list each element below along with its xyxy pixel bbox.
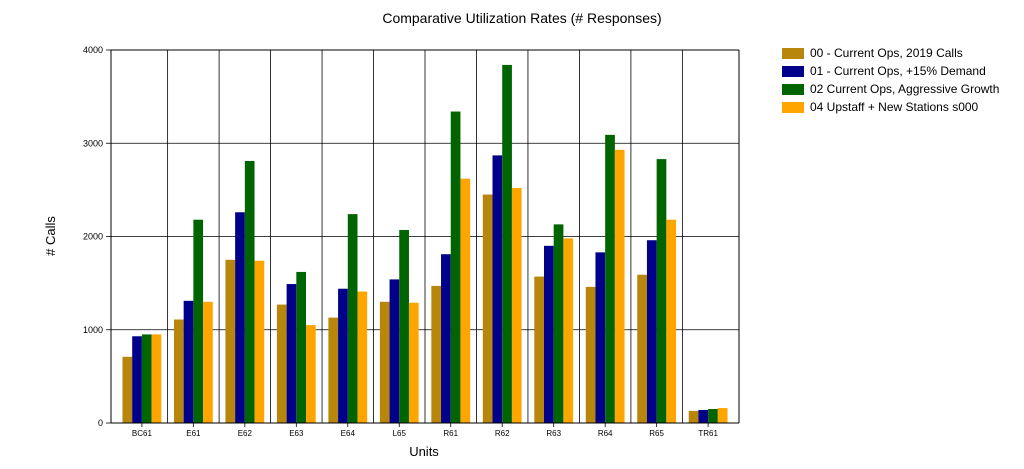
- bar: [132, 336, 142, 423]
- bar: [203, 301, 213, 423]
- legend-item: 00 - Current Ops, 2019 Calls: [782, 46, 1012, 60]
- bar: [141, 334, 152, 423]
- bar: [450, 111, 461, 424]
- bar: [482, 194, 493, 423]
- bar: [605, 134, 615, 424]
- bar: [183, 300, 194, 423]
- bar: [173, 319, 184, 423]
- legend-label: 00 - Current Ops, 2019 Calls: [810, 46, 963, 60]
- bar: [646, 240, 657, 423]
- y-tick-labels: 0 1000 2000 3000 4000: [83, 45, 103, 428]
- y-tick-label: 2000: [83, 232, 103, 242]
- bar: [553, 224, 564, 423]
- legend-swatch: [782, 84, 804, 95]
- bar: [151, 334, 162, 423]
- bar: [502, 64, 512, 424]
- x-tick-label: BC61: [132, 429, 153, 438]
- y-tick-label: 4000: [83, 45, 103, 55]
- legend-swatch: [782, 102, 804, 113]
- legend-item: 02 Current Ops, Aggressive Growth: [782, 82, 1012, 96]
- bar: [708, 409, 718, 423]
- bar: [408, 302, 419, 423]
- bar: [338, 288, 348, 423]
- bar: [666, 219, 677, 423]
- bar: [254, 260, 265, 423]
- chart-title: Comparative Utilization Rates (# Respons…: [382, 10, 661, 26]
- x-tick-label: TR61: [698, 429, 718, 438]
- bar: [717, 408, 728, 423]
- x-tick-label: R61: [443, 429, 458, 438]
- bars: [122, 64, 728, 424]
- bar: [276, 304, 287, 423]
- bar: [460, 178, 471, 423]
- bar: [595, 252, 606, 423]
- bar: [563, 238, 574, 423]
- bar: [235, 212, 245, 423]
- bar: [614, 149, 625, 423]
- x-tick-label: R63: [546, 429, 561, 438]
- legend-item: 01 - Current Ops, +15% Demand: [782, 64, 1012, 78]
- y-axis-title: # Calls: [43, 216, 58, 256]
- x-tick-label: R64: [598, 429, 613, 438]
- legend-item: 04 Upstaff + New Stations s000: [782, 100, 1012, 114]
- bar: [431, 285, 442, 423]
- bar: [357, 291, 368, 423]
- x-tick-label: E62: [238, 429, 253, 438]
- bar: [225, 259, 236, 423]
- y-tick-label: 1000: [83, 325, 103, 335]
- y-tick-label: 0: [98, 418, 103, 428]
- legend-label: 02 Current Ops, Aggressive Growth: [810, 82, 1000, 96]
- x-axis-title: Units: [409, 444, 439, 459]
- bar: [543, 245, 554, 423]
- bar: [306, 325, 316, 423]
- x-tick-label: L65: [393, 429, 407, 438]
- bar: [534, 276, 544, 423]
- bar: [296, 271, 307, 423]
- chart-legend: 00 - Current Ops, 2019 Calls 01 - Current…: [782, 46, 1012, 118]
- bar: [347, 214, 358, 423]
- bar: [244, 160, 255, 423]
- bar: [122, 356, 133, 423]
- x-tick-labels: BC61 E61 E62 E63 E64 L65 R61 R62 R63 R64 R65 TR61: [132, 429, 719, 438]
- bar: [688, 410, 699, 423]
- bar: [193, 219, 204, 423]
- legend-label: 01 - Current Ops, +15% Demand: [810, 64, 986, 78]
- legend-label: 04 Upstaff + New Stations s000: [810, 100, 979, 114]
- bar: [441, 254, 451, 423]
- legend-swatch: [782, 66, 804, 77]
- y-tick-label: 3000: [83, 138, 103, 148]
- bar: [399, 229, 409, 423]
- bar: [328, 317, 339, 423]
- bar: [492, 155, 503, 423]
- bar: [286, 284, 297, 423]
- bar: [585, 286, 596, 423]
- bar: [637, 274, 647, 423]
- bar: [698, 409, 709, 423]
- bar: [511, 188, 522, 423]
- axes: [106, 49, 740, 427]
- legend-swatch: [782, 48, 804, 59]
- x-tick-label: R65: [649, 429, 664, 438]
- x-tick-label: R62: [495, 429, 510, 438]
- bar: [656, 159, 667, 424]
- x-tick-label: E64: [341, 429, 356, 438]
- bar: [379, 301, 390, 423]
- bar: [389, 279, 400, 423]
- x-tick-label: E63: [289, 429, 304, 438]
- x-tick-label: E61: [186, 429, 201, 438]
